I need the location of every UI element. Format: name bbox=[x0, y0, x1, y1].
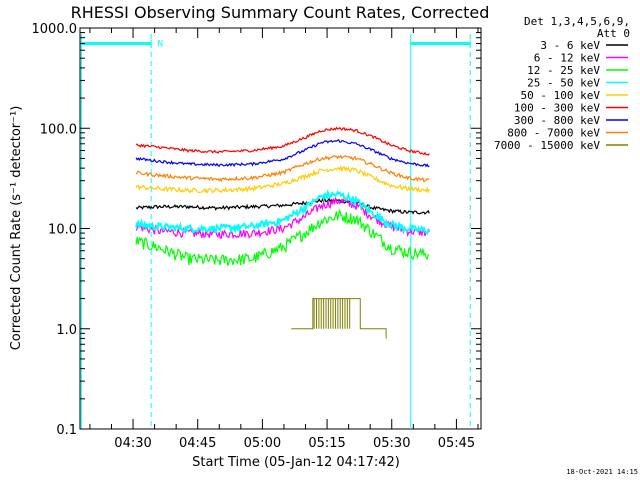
x-tick-label: 05:15 bbox=[308, 436, 345, 451]
x-tick-label: 05:00 bbox=[244, 436, 281, 451]
series-line-100-300kev bbox=[135, 126, 430, 156]
x-tick-label: 05:30 bbox=[373, 436, 410, 451]
series-line-3-6kev bbox=[135, 197, 430, 215]
legend-header-line1: Det 1,3,4,5,6,9, bbox=[524, 15, 630, 28]
y-tick-label: 1.0 bbox=[56, 323, 77, 338]
legend-label: 800 - 7000 keV bbox=[507, 127, 600, 140]
legend-header-line2: Att 0 bbox=[597, 27, 630, 40]
series-line-800-7000kev bbox=[135, 154, 430, 183]
y-tick-label: 100.0 bbox=[40, 122, 77, 137]
legend-label: 6 - 12 keV bbox=[534, 52, 601, 65]
footer-timestamp: 18-Oct-2021 14:15 bbox=[566, 468, 638, 476]
x-axis: 04:30 04:45 05:00 05:15 05:30 05:45 bbox=[89, 28, 479, 451]
series-line-300-800kev bbox=[135, 139, 430, 168]
x-axis-label: Start Time (05-Jan-12 04:17:42) bbox=[192, 455, 400, 470]
legend-label: 7000 - 15000 keV bbox=[494, 139, 600, 152]
y-tick-label: 10.0 bbox=[48, 223, 77, 238]
legend-label: 25 - 50 keV bbox=[527, 77, 600, 90]
legend-label: 300 - 800 keV bbox=[514, 114, 600, 127]
marker-label: N bbox=[158, 40, 163, 50]
y-axis-label: Corrected Count Rate (s⁻¹ detector⁻¹) bbox=[9, 106, 24, 351]
annotations-layer: N bbox=[80, 34, 471, 429]
series-line-12-25kev bbox=[135, 208, 430, 266]
series-line-50-100kev bbox=[135, 164, 430, 195]
series-line-6-12kev bbox=[135, 197, 430, 240]
series-line-25-50kev bbox=[135, 189, 431, 235]
legend-label: 12 - 25 keV bbox=[527, 64, 600, 77]
y-axis: 1000.0 100.0 10.0 1.0 0.1 bbox=[32, 22, 481, 438]
legend-label: 3 - 6 keV bbox=[540, 39, 600, 52]
x-tick-label: 04:45 bbox=[179, 436, 216, 451]
y-tick-label: 0.1 bbox=[56, 423, 77, 438]
y-tick-label: 1000.0 bbox=[32, 22, 78, 37]
chart-title: RHESSI Observing Summary Count Rates, Co… bbox=[71, 3, 490, 22]
legend-label: 50 - 100 keV bbox=[521, 89, 601, 102]
legend-label: 100 - 300 keV bbox=[514, 102, 600, 115]
series-layer bbox=[135, 126, 431, 339]
series-line-7000-15000-kev bbox=[291, 298, 387, 339]
x-tick-label: 04:30 bbox=[114, 436, 151, 451]
series-spikes-7000-15000-kev bbox=[313, 298, 351, 329]
x-tick-label: 05:45 bbox=[438, 436, 475, 451]
